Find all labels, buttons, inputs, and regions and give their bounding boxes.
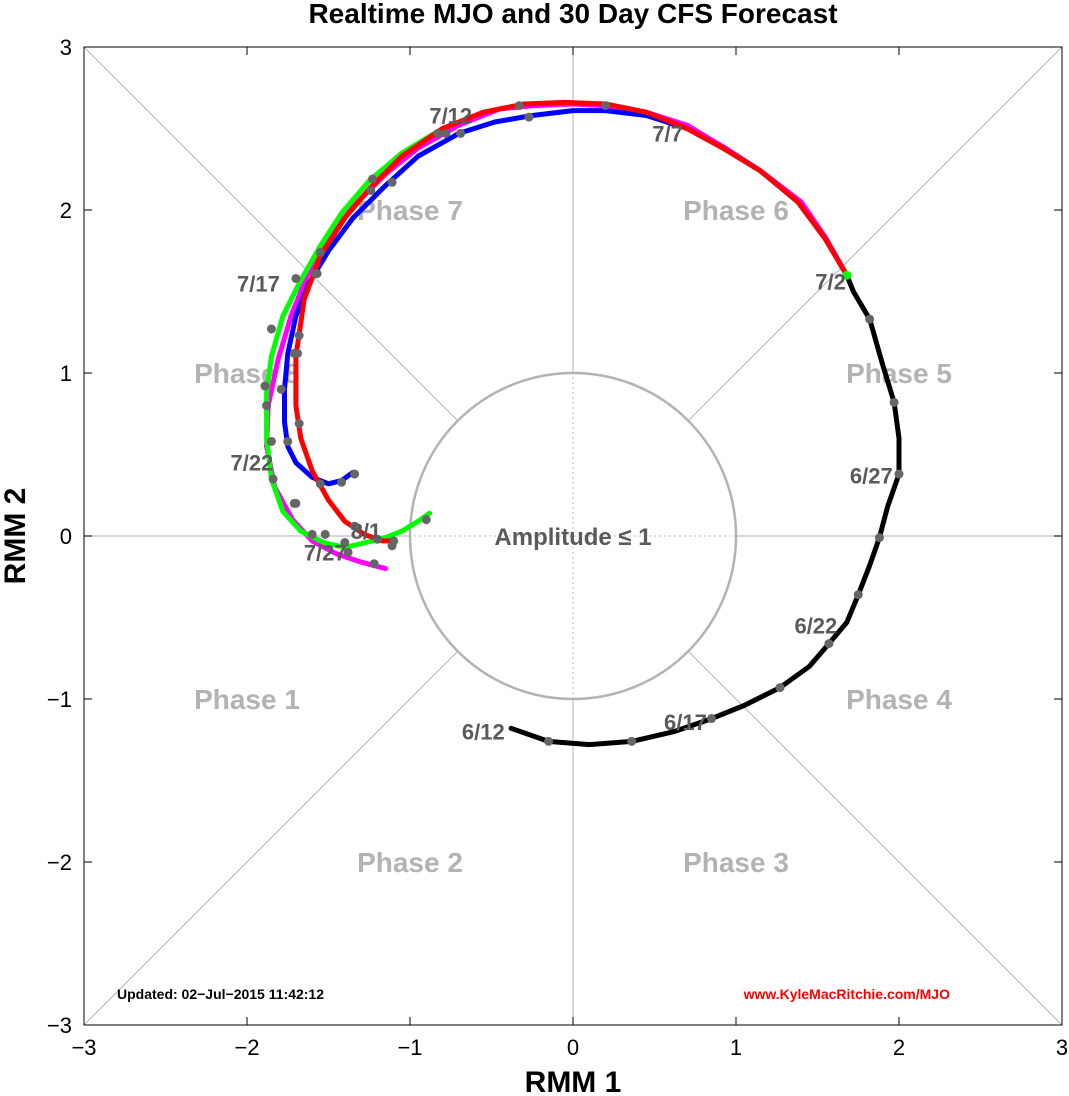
x-tick-label: −3 — [71, 1035, 96, 1060]
phase-boundary-line — [83, 650, 459, 1026]
data-point-marker — [366, 185, 376, 195]
series-line — [508, 272, 902, 748]
data-point-marker — [544, 736, 554, 746]
data-point-marker — [343, 547, 353, 557]
x-tick-label: 2 — [893, 1035, 905, 1060]
data-point-marker — [260, 381, 270, 391]
plot-area: −3 3 −2 2 −1 1 0 0 1 −1 2 −2 3 −3 Phase 1 Phase 2 Phase … — [47, 35, 1068, 1060]
phase-label: Phase 4 — [846, 684, 952, 715]
data-point-marker — [433, 128, 443, 138]
x-tick-label: 0 — [567, 1035, 579, 1060]
date-label: 6/22 — [794, 614, 837, 639]
data-point-marker — [337, 477, 347, 487]
data-point-marker — [350, 469, 360, 479]
y-tick-label: −3 — [47, 1013, 72, 1038]
data-point-marker — [268, 474, 278, 484]
y-tick-label: 1 — [60, 361, 72, 386]
phase-boundary-line — [687, 650, 1063, 1026]
data-point-marker — [293, 348, 303, 358]
data-point-marker — [441, 128, 451, 138]
data-point-marker — [627, 736, 637, 746]
phase-boundary-line — [687, 46, 1063, 422]
x-tick-label: −2 — [234, 1035, 259, 1060]
phase-label: Phase 2 — [357, 847, 463, 878]
data-point-marker — [601, 101, 611, 111]
date-label: 8/1 — [351, 519, 382, 544]
data-point-marker — [874, 533, 884, 543]
date-label: 7/12 — [429, 103, 472, 128]
x-tick-label: 1 — [730, 1035, 742, 1060]
data-point-marker — [262, 401, 272, 411]
data-point-marker — [340, 538, 350, 548]
phase-label: Phase 3 — [683, 847, 789, 878]
y-tick-label: −1 — [47, 687, 72, 712]
data-point-marker — [853, 590, 863, 600]
data-point-marker — [865, 314, 875, 324]
amplitude-circle — [408, 371, 738, 701]
data-point-marker — [320, 529, 330, 539]
x-axis-label: RMM 1 — [525, 1066, 622, 1096]
data-point-marker — [289, 498, 299, 508]
date-label: 7/22 — [230, 451, 273, 476]
date-label: 6/12 — [462, 720, 505, 745]
phase-label: Phase 7 — [357, 195, 463, 226]
data-point-marker — [350, 521, 360, 531]
amplitude-label: Amplitude ≤ 1 — [494, 524, 651, 551]
y-tick-label: 3 — [60, 35, 72, 60]
data-point-marker — [291, 273, 301, 283]
data-point-marker — [315, 247, 325, 257]
website-link[interactable]: www.KyleMacRitchie.com/MJO — [743, 986, 951, 1002]
data-point-marker — [514, 101, 524, 111]
date-label: 7/7 — [652, 121, 683, 146]
data-point-marker — [369, 559, 379, 569]
phase-label: Phase 1 — [194, 684, 300, 715]
phase-label: Phase 6 — [683, 195, 789, 226]
data-point-marker — [894, 469, 904, 479]
data-point-marker — [387, 177, 397, 187]
date-label: 6/27 — [850, 464, 893, 489]
x-tick-label: −1 — [397, 1035, 422, 1060]
date-label: 7/27 — [304, 540, 347, 565]
data-point-marker — [315, 479, 325, 489]
phase-label: Phase 5 — [846, 358, 952, 389]
date-label: 6/17 — [664, 710, 707, 735]
phase-boundary-line — [83, 46, 459, 422]
data-point-marker — [889, 397, 899, 407]
date-label: 7/17 — [237, 271, 280, 296]
series-line — [282, 108, 850, 487]
data-point-marker — [368, 174, 378, 184]
data-point-marker — [824, 639, 834, 649]
chart-title: Realtime MJO and 30 Day CFS Forecast — [308, 0, 837, 29]
data-point-marker — [276, 384, 286, 394]
data-point-marker — [294, 419, 304, 429]
data-point-marker — [456, 128, 466, 138]
y-axis-label: RMM 2 — [0, 488, 32, 585]
x-tick-label: 3 — [1056, 1035, 1068, 1060]
y-tick-label: 2 — [60, 198, 72, 223]
data-point-marker — [421, 515, 431, 525]
data-point-marker — [775, 683, 785, 693]
current-position-marker — [842, 270, 852, 280]
data-point-marker — [307, 529, 317, 539]
data-point-marker — [312, 269, 322, 279]
data-point-marker — [266, 436, 276, 446]
phase-label: Phase 8 — [194, 358, 300, 389]
data-point-marker — [283, 436, 293, 446]
series-line — [264, 101, 850, 572]
date-label: 7/2 — [815, 270, 846, 295]
data-point-marker — [266, 324, 276, 334]
y-tick-label: −2 — [47, 850, 72, 875]
data-point-marker — [707, 714, 717, 724]
series-line — [293, 99, 850, 544]
updated-timestamp: Updated: 02−Jul−2015 11:42:12 — [117, 986, 324, 1002]
data-point-marker — [387, 541, 397, 551]
data-point-marker — [372, 534, 382, 544]
data-point-marker — [294, 331, 304, 341]
y-tick-label: 0 — [60, 524, 72, 549]
data-point-marker — [524, 112, 534, 122]
